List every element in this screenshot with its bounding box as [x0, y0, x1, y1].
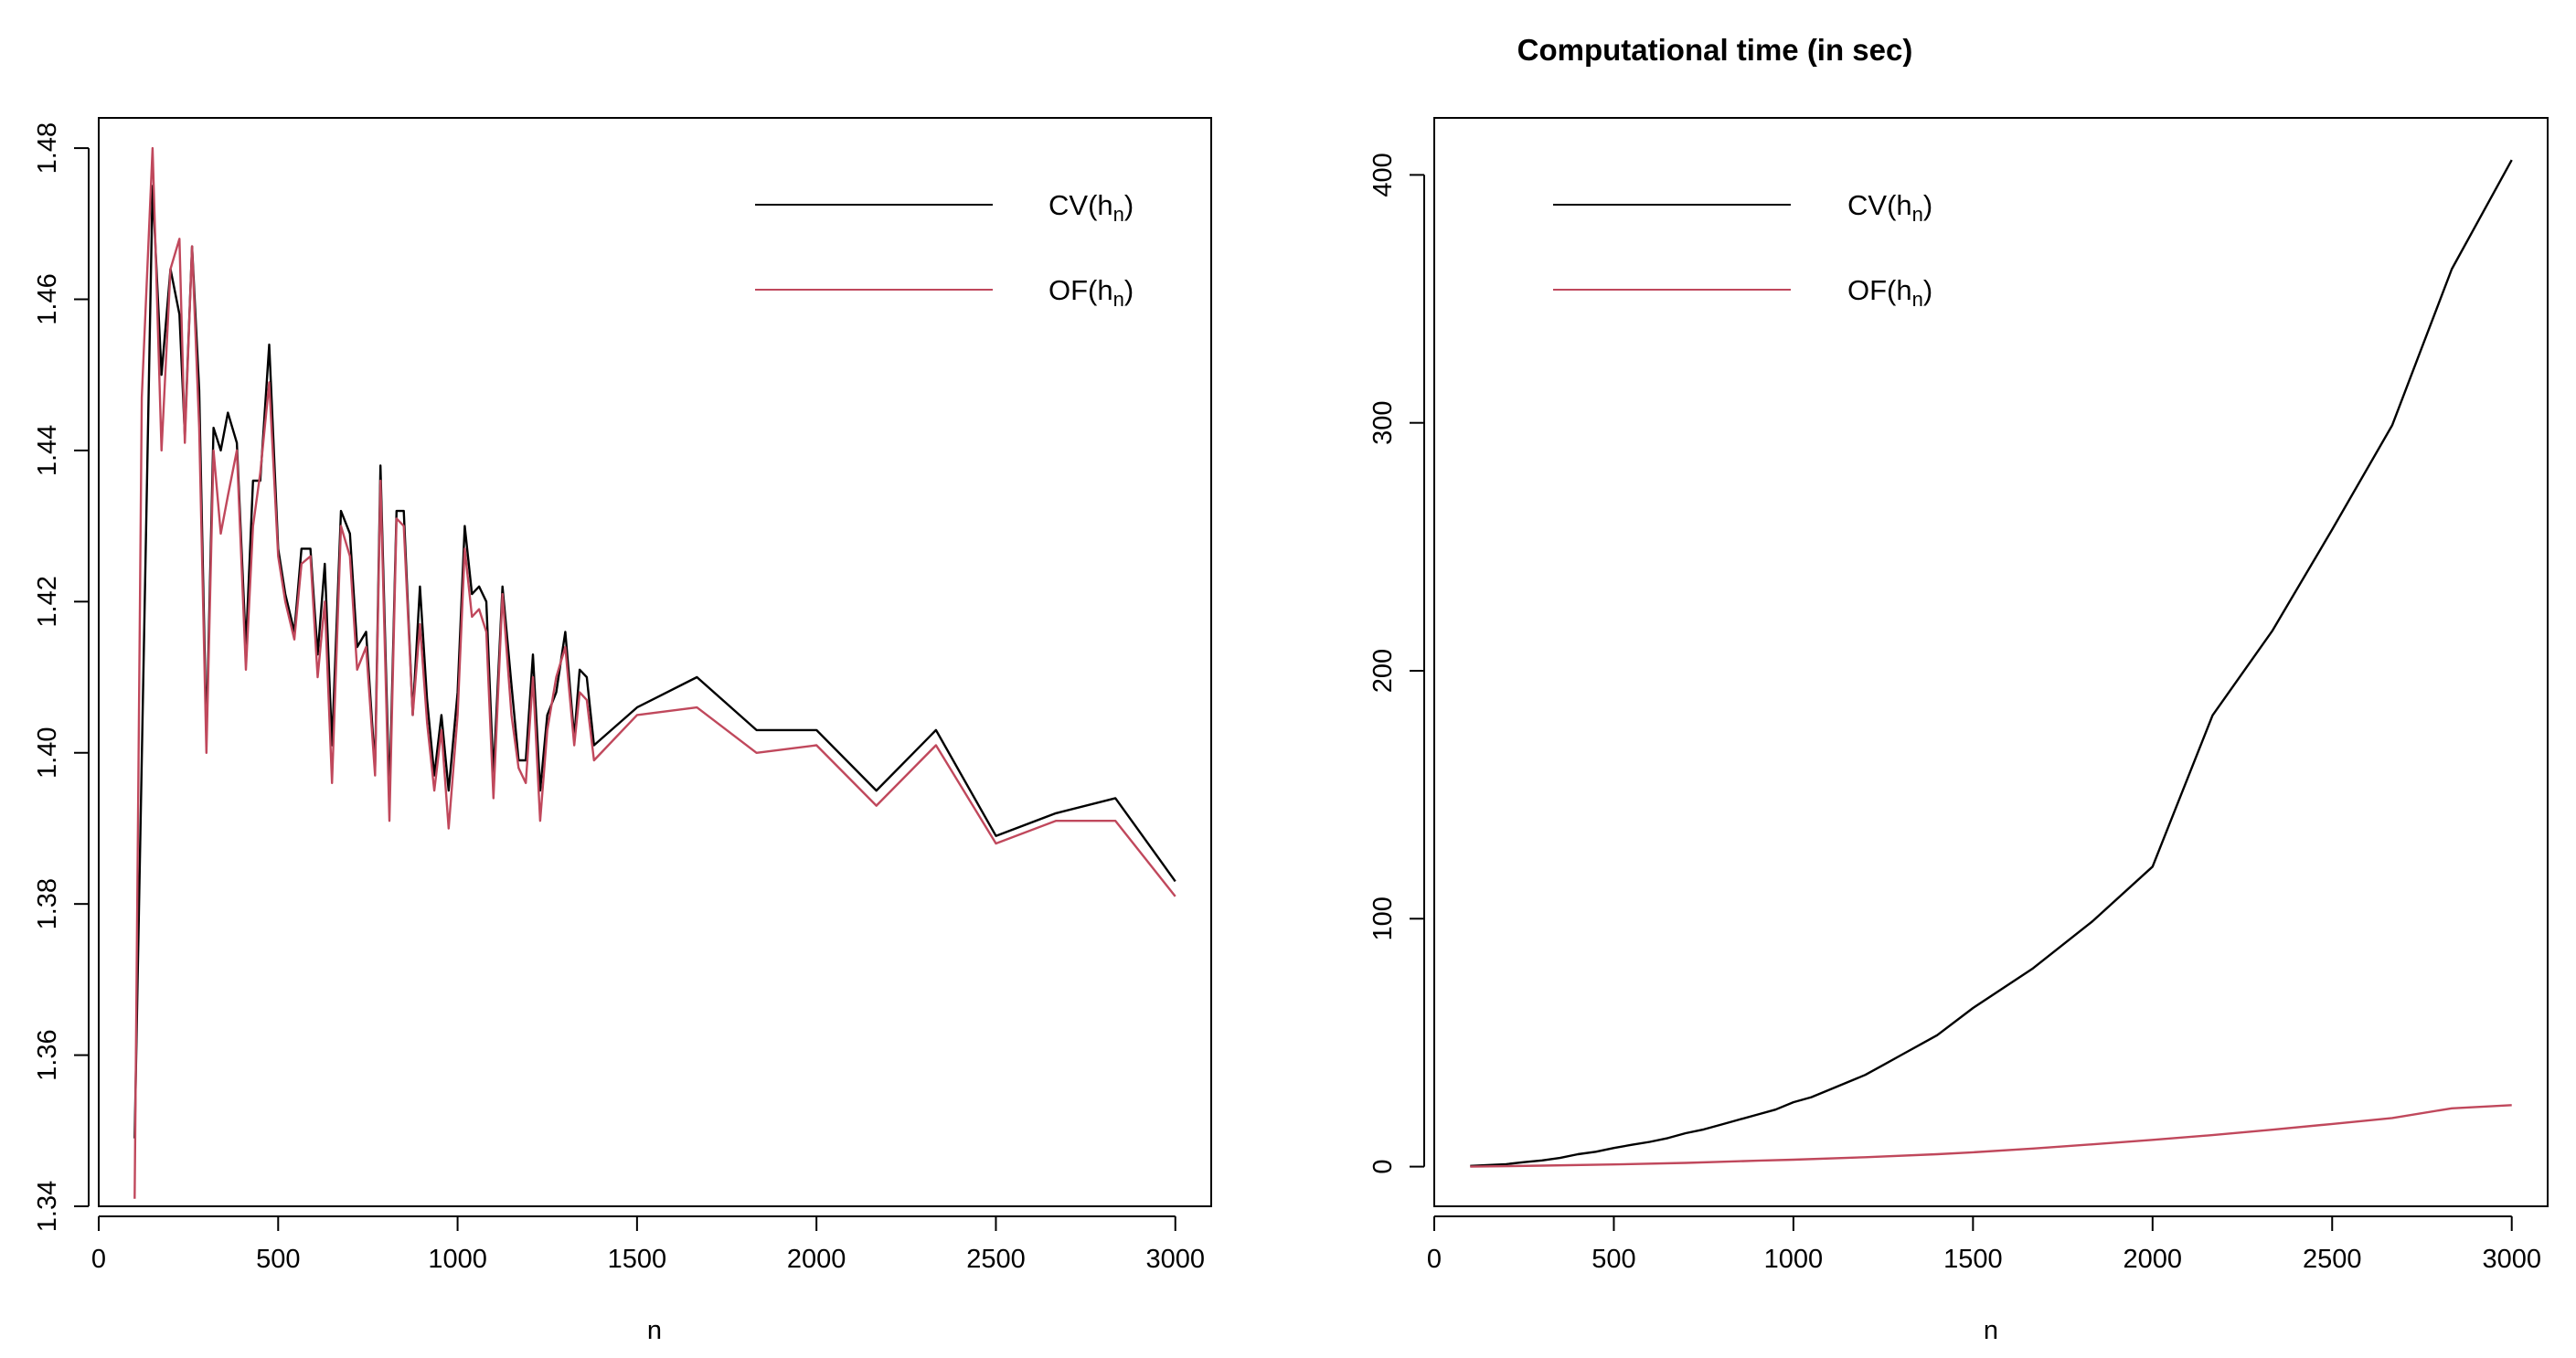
y-axis: 1.34 1.36 1.38 1.40 1.42 1.44 1.46 1.48 [33, 122, 90, 1232]
y-tick-label: 100 [1368, 896, 1398, 940]
legend-label-cv: CV(hn) [1847, 189, 1932, 226]
x-tick-label: 1500 [608, 1245, 667, 1274]
series-layer [1470, 159, 2513, 1168]
y-tick-label: 1.44 [33, 425, 62, 476]
legend-label-cv: CV(hn) [1048, 189, 1134, 226]
y-tick-label: 1.36 [33, 1029, 62, 1080]
y-axis: 0 100 200 300 400 [1368, 153, 1425, 1174]
y-tick-label: 1.48 [33, 122, 62, 174]
y-tick-label: 1.34 [33, 1181, 62, 1232]
x-axis-label: n [647, 1316, 662, 1345]
series-line-of [133, 146, 1176, 1199]
x-axis-label: n [1984, 1316, 1998, 1345]
x-axis: 0 500 1000 1500 2000 2500 3000 [91, 1215, 1205, 1274]
series-layer [133, 146, 1176, 1199]
plot-frame [1433, 117, 2549, 1207]
x-tick-label: 2000 [2124, 1245, 2183, 1274]
x-tick-label: 1500 [1943, 1245, 2003, 1274]
chart-title: Computational time (in sec) [1517, 33, 1913, 67]
x-tick-label: 0 [91, 1245, 106, 1274]
x-tick-label: 2500 [966, 1245, 1026, 1274]
x-tick-label: 1000 [428, 1245, 487, 1274]
x-tick-label: 0 [1427, 1245, 1442, 1274]
left-panel: 0 500 1000 1500 2000 2500 3000 1.34 1.36 1.38 1.4… [33, 117, 1212, 1345]
x-tick-label: 1000 [1764, 1245, 1824, 1274]
x-axis: 0 500 1000 1500 2000 2500 3000 [1427, 1215, 2541, 1274]
y-tick-label: 400 [1368, 153, 1398, 196]
series-line-cv [1470, 159, 2513, 1167]
y-tick-label: 1.40 [33, 727, 62, 779]
y-tick-label: 1.46 [33, 273, 62, 324]
y-tick-label: 200 [1368, 649, 1398, 693]
legend: CV(hn) OF(hn) [755, 189, 1134, 311]
x-tick-label: 3000 [1145, 1245, 1205, 1274]
x-tick-label: 2000 [787, 1245, 846, 1274]
x-tick-label: 3000 [2482, 1245, 2541, 1274]
y-tick-label: 0 [1368, 1160, 1398, 1174]
legend-label-of: OF(hn) [1847, 274, 1932, 311]
x-tick-label: 500 [256, 1245, 300, 1274]
legend-label-of: OF(hn) [1048, 274, 1134, 311]
plot-frame [98, 117, 1212, 1207]
x-tick-label: 500 [1591, 1245, 1635, 1274]
series-line-of [1470, 1104, 2512, 1168]
y-tick-label: 1.38 [33, 878, 62, 929]
right-panel: Computational time (in sec) 0 500 1000 1500… [1368, 33, 2549, 1345]
legend: CV(hn) OF(hn) [1553, 189, 1932, 311]
y-tick-label: 1.42 [33, 576, 62, 627]
y-tick-label: 300 [1368, 401, 1398, 445]
x-tick-label: 2500 [2303, 1245, 2362, 1274]
